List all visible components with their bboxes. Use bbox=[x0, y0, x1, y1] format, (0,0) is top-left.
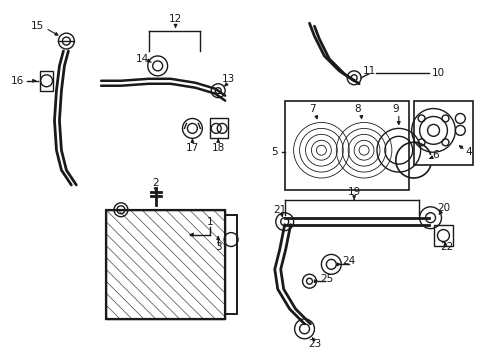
Text: 2: 2 bbox=[152, 178, 159, 188]
Bar bbox=[284, 100, 408, 190]
Text: 11: 11 bbox=[362, 66, 375, 76]
Text: 10: 10 bbox=[431, 68, 444, 78]
Text: 3: 3 bbox=[214, 243, 221, 252]
Text: 17: 17 bbox=[185, 143, 199, 153]
Text: 25: 25 bbox=[320, 274, 333, 284]
Bar bbox=[106, 210, 224, 319]
Bar bbox=[224, 215, 237, 314]
Text: 15: 15 bbox=[31, 21, 44, 31]
Text: 6: 6 bbox=[431, 150, 438, 160]
Text: 14: 14 bbox=[136, 54, 149, 64]
Text: 1: 1 bbox=[206, 217, 213, 227]
Text: 24: 24 bbox=[342, 256, 355, 266]
Text: 22: 22 bbox=[439, 243, 452, 252]
Text: 9: 9 bbox=[392, 104, 398, 113]
Text: 12: 12 bbox=[168, 14, 182, 24]
Text: 18: 18 bbox=[211, 143, 224, 153]
Text: 7: 7 bbox=[308, 104, 315, 113]
Text: 19: 19 bbox=[347, 187, 360, 197]
Bar bbox=[413, 100, 472, 165]
Text: 4: 4 bbox=[464, 147, 470, 157]
Text: 16: 16 bbox=[11, 76, 24, 86]
Bar bbox=[224, 215, 237, 314]
Text: 21: 21 bbox=[272, 205, 286, 215]
Bar bbox=[40, 71, 53, 91]
Text: 5: 5 bbox=[271, 147, 278, 157]
Text: 23: 23 bbox=[307, 339, 321, 349]
Text: 8: 8 bbox=[353, 104, 360, 113]
Bar bbox=[433, 225, 452, 247]
Text: 20: 20 bbox=[436, 203, 449, 213]
Bar bbox=[106, 210, 224, 319]
Bar bbox=[210, 118, 228, 138]
Text: 13: 13 bbox=[221, 74, 234, 84]
